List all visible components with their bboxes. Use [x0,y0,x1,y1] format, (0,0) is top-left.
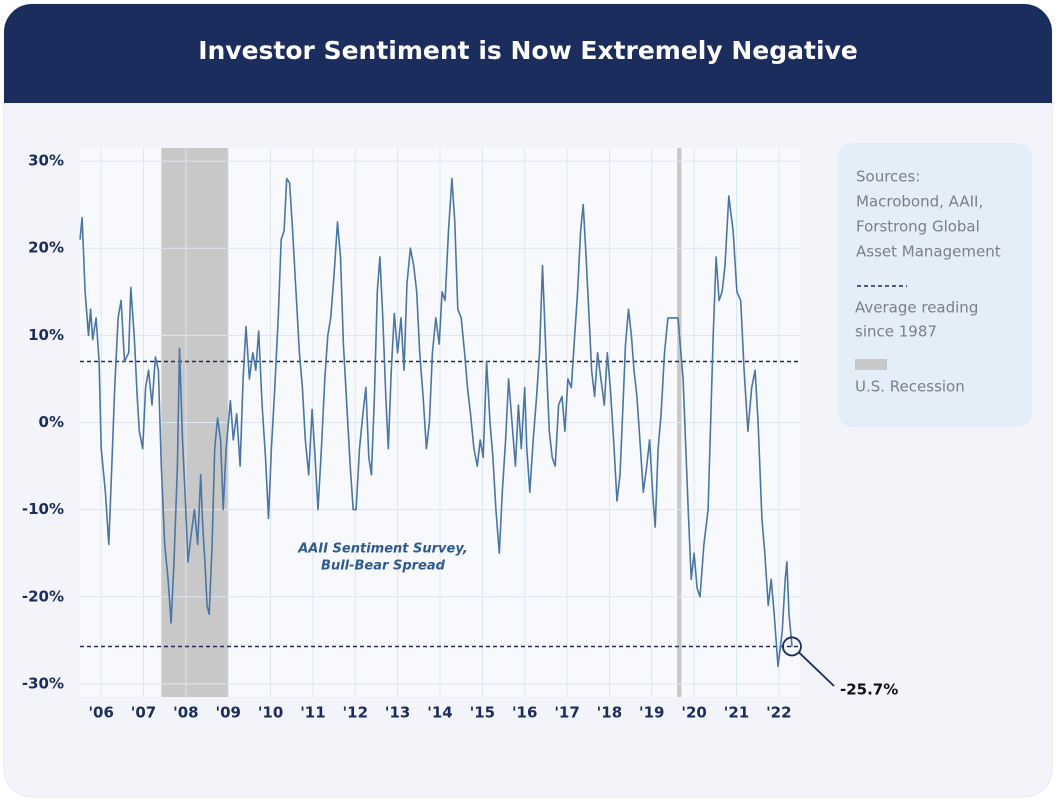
chart-title: Investor Sentiment is Now Extremely Nega… [198,36,858,65]
x-tick-label: '17 [554,704,579,722]
y-tick-label: -10% [22,500,64,518]
x-tick-label: '20 [681,704,706,722]
callout-label: -25.7% [840,681,898,699]
x-tick-label: '19 [639,704,664,722]
series-annotation: Bull-Bear Spread [321,559,446,574]
x-tick-label: '11 [300,704,325,722]
series-annotation: AAII Sentiment Survey, [297,542,468,557]
legend-swatch [855,359,887,370]
legend-label: Average reading [855,299,978,317]
x-tick-label: '14 [427,704,452,722]
sources-text: Macrobond, AAII, [856,193,983,211]
x-tick-label: '13 [385,704,410,722]
x-tick-label: '07 [131,704,156,722]
x-tick-label: '21 [724,704,749,722]
legend-label: since 1987 [855,323,937,341]
y-tick-label: 30% [28,152,64,170]
y-tick-label: 0% [39,413,64,431]
y-tick-label: 10% [28,326,64,344]
legend-box [838,143,1032,427]
x-tick-label: '12 [343,704,368,722]
x-tick-label: '08 [173,704,198,722]
x-tick-label: '10 [258,704,283,722]
x-tick-label: '16 [512,704,537,722]
x-tick-label: '22 [766,704,791,722]
y-tick-label: -20% [22,587,64,605]
sources-text: Forstrong Global [856,218,980,236]
last-point-marker [782,636,802,657]
legend-label: U.S. Recession [855,378,965,396]
x-tick-label: '06 [88,704,113,722]
sources-text: Asset Management [856,243,1001,261]
header [4,4,1052,103]
x-tick-label: '09 [216,704,241,722]
y-tick-label: -30% [22,674,64,692]
sources-text: Sources: [856,168,920,186]
y-tick-label: 20% [28,239,64,257]
callout-leader [798,651,835,687]
series-line [79,177,793,668]
x-tick-label: '18 [597,704,622,722]
x-tick-label: '15 [470,704,495,722]
